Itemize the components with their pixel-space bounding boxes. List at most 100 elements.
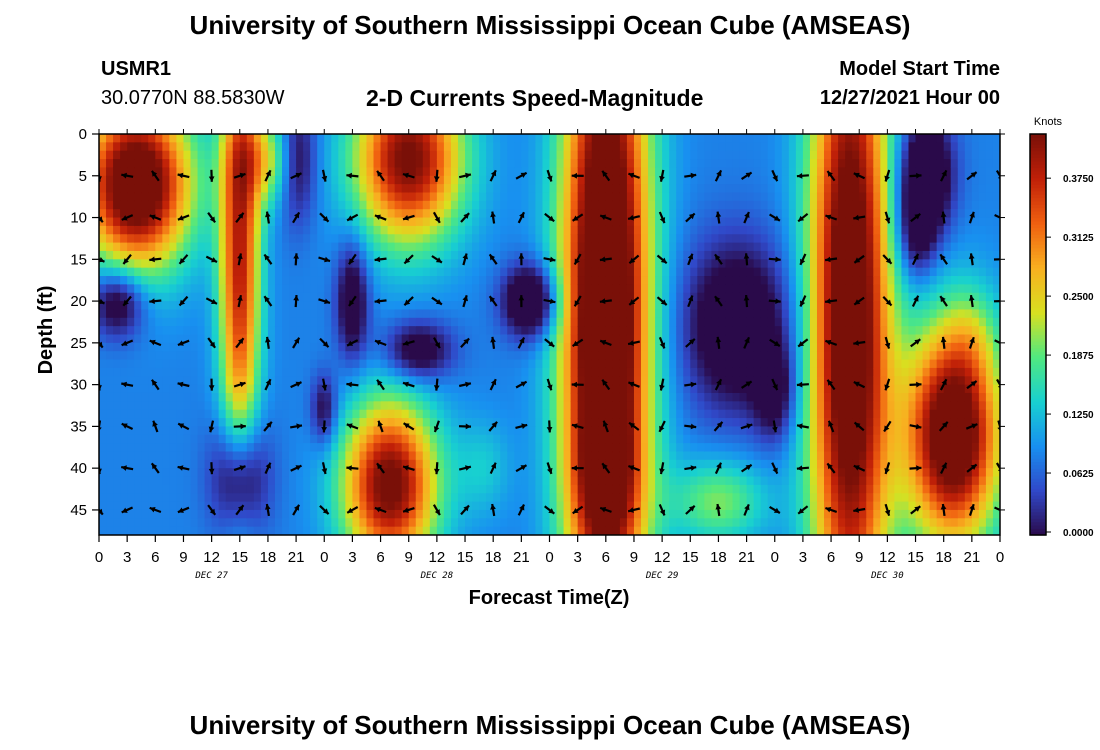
heat-cell <box>633 376 642 386</box>
heat-cell <box>155 493 163 503</box>
heat-cell <box>317 150 325 160</box>
heat-cell <box>289 484 297 494</box>
heat-cell <box>148 426 156 436</box>
heat-cell <box>282 267 290 277</box>
heat-cell <box>274 150 283 160</box>
heat-cell <box>683 476 691 486</box>
heat-cell <box>732 351 741 361</box>
heat-cell <box>802 184 811 194</box>
heat-cell <box>626 409 635 419</box>
heat-cell <box>338 292 346 302</box>
heat-cell <box>479 434 487 444</box>
heat-cell <box>633 459 642 469</box>
heat-cell <box>683 200 691 210</box>
heat-cell <box>127 459 135 469</box>
heat-cell <box>239 301 248 311</box>
heat-cell <box>246 468 255 478</box>
heat-cell <box>373 276 382 285</box>
heat-cell <box>767 150 776 160</box>
heat-cell <box>676 309 684 319</box>
heat-cell <box>633 217 642 227</box>
heat-cell <box>577 334 586 344</box>
heat-cell <box>267 309 276 319</box>
heat-cell <box>99 434 107 444</box>
heat-cell <box>274 484 283 494</box>
heat-cell <box>514 200 522 210</box>
heat-cell <box>816 376 825 386</box>
heat-cell <box>359 451 368 461</box>
heat-cell <box>457 242 466 252</box>
heat-cell <box>401 376 410 386</box>
heat-cell <box>380 376 389 386</box>
heat-cell <box>514 351 522 361</box>
heat-cell <box>577 209 586 219</box>
heat-cell <box>331 267 339 277</box>
heat-cell <box>239 184 248 194</box>
heat-cell <box>732 384 741 394</box>
heat-cell <box>450 250 459 260</box>
heat-cell <box>120 459 128 469</box>
heat-cell <box>535 276 544 285</box>
heat-cell <box>183 367 192 377</box>
heat-cell <box>113 267 121 277</box>
heat-cell <box>465 284 473 294</box>
heat-cell <box>176 351 185 361</box>
heat-cell <box>211 276 220 285</box>
heat-cell <box>500 276 508 285</box>
heat-cell <box>774 292 783 302</box>
heat-cell <box>282 309 290 319</box>
heat-cell <box>655 509 663 519</box>
heat-cell <box>120 159 128 169</box>
heat-cell <box>359 509 368 519</box>
heat-cell <box>401 434 410 444</box>
heat-cell <box>816 259 825 269</box>
heat-cell <box>542 518 551 528</box>
heat-cell <box>605 484 614 494</box>
heat-cell <box>591 376 600 386</box>
heat-cell <box>732 267 741 277</box>
heat-cell <box>655 367 663 377</box>
heat-cell <box>725 359 734 369</box>
heat-cell <box>282 526 290 535</box>
heat-cell <box>176 225 185 235</box>
heat-cell <box>683 284 691 294</box>
heat-cell <box>612 225 621 235</box>
heat-cell <box>296 234 304 244</box>
heat-cell <box>457 175 466 185</box>
heat-cell <box>296 359 304 369</box>
heat-cell <box>296 317 304 327</box>
heat-cell <box>535 209 544 219</box>
heat-cell <box>141 284 149 294</box>
heat-cell <box>591 392 600 402</box>
heat-cell <box>472 518 480 528</box>
heat-cell <box>781 468 790 478</box>
heat-cell <box>648 259 656 269</box>
heat-cell <box>324 301 332 311</box>
heat-cell <box>563 493 572 503</box>
heat-cell <box>514 426 522 436</box>
heat-cell <box>774 468 783 478</box>
heat-cell <box>556 200 565 210</box>
heat-cell <box>528 167 537 177</box>
heat-cell <box>176 292 185 302</box>
heat-cell <box>436 292 445 302</box>
heat-cell <box>345 409 354 419</box>
heat-cell <box>704 334 712 344</box>
heat-cell <box>408 376 417 386</box>
heat-cell <box>683 334 691 344</box>
heat-cell <box>514 443 522 453</box>
heat-cell <box>760 351 769 361</box>
heat-cell <box>394 267 403 277</box>
heat-cell <box>697 284 705 294</box>
heat-cell <box>605 292 614 302</box>
heat-cell <box>232 476 241 486</box>
heat-cell <box>204 367 213 377</box>
heat-cell <box>282 443 290 453</box>
heat-cell <box>106 451 114 461</box>
heat-cell <box>134 409 142 419</box>
heat-cell <box>556 225 565 235</box>
heat-cell <box>535 476 544 486</box>
heat-cell <box>795 225 804 235</box>
heat-cell <box>141 326 149 336</box>
heat-cell <box>465 476 473 486</box>
